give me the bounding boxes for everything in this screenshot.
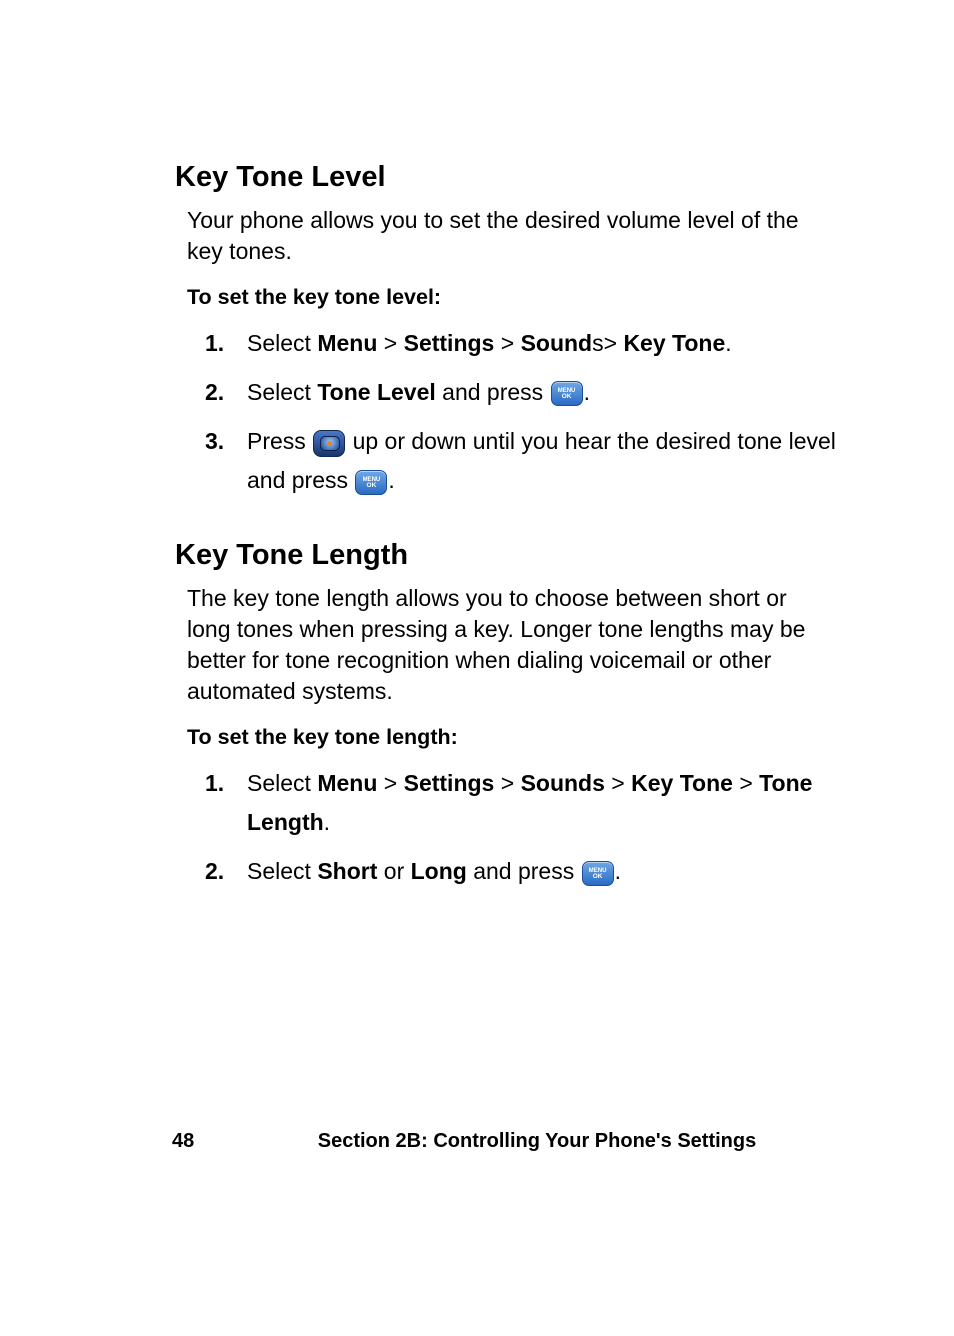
step-number: 1. [205,764,224,803]
intro-key-tone-length: The key tone length allows you to choose… [187,583,827,707]
step-3: 3. Press up or down until you hear the d… [205,422,844,500]
step-number: 2. [205,852,224,891]
sep: > [377,770,403,796]
subhead-set-length: To set the key tone length: [187,725,844,750]
period: . [324,809,330,835]
mid: and press [467,858,581,884]
step-1: 1. Select Menu > Settings > Sounds > Key… [205,764,844,842]
keytone-label: Key Tone [631,770,733,796]
sep: > [494,770,520,796]
short-label: Short [317,858,377,884]
sounds-label: Sounds [521,770,605,796]
sep: > [377,330,403,356]
section-title: Section 2B: Controlling Your Phone's Set… [0,1130,954,1153]
period: . [584,379,590,405]
menu-ok-key-icon [355,470,387,495]
step-text: Select [247,379,317,405]
menu-label: Menu [317,770,377,796]
settings-label: Settings [404,330,495,356]
period: . [388,467,394,493]
step-2: 2. Select Tone Level and press . [205,373,844,412]
step-text: Press [247,428,312,454]
step-text: Select [247,858,317,884]
period: . [615,858,621,884]
steps-key-tone-level: 1. Select Menu > Settings > Sounds> Key … [205,324,844,500]
sep: > [733,770,759,796]
step-1: 1. Select Menu > Settings > Sounds> Key … [205,324,844,363]
period: . [725,330,731,356]
intro-key-tone-level: Your phone allows you to set the desired… [187,205,827,267]
menu-label: Menu [317,330,377,356]
subhead-set-level: To set the key tone level: [187,285,844,310]
steps-key-tone-length: 1. Select Menu > Settings > Sounds > Key… [205,764,844,891]
nav-key-icon [313,430,345,457]
step-number: 1. [205,324,224,363]
tail: s> [592,330,623,356]
step-2: 2. Select Short or Long and press . [205,852,844,891]
long-label: Long [411,858,467,884]
mid: or [377,858,410,884]
page: Key Tone Level Your phone allows you to … [0,0,954,1336]
settings-label: Settings [404,770,495,796]
step-text: Select [247,770,317,796]
step-number: 2. [205,373,224,412]
heading-key-tone-level: Key Tone Level [175,160,844,195]
sep: > [494,330,520,356]
mid: and press [436,379,550,405]
sep: > [605,770,631,796]
sound-label: Sound [521,330,593,356]
tone-level-label: Tone Level [317,379,435,405]
menu-ok-key-icon [551,381,583,406]
step-text: Select [247,330,317,356]
step-number: 3. [205,422,224,461]
menu-ok-key-icon [582,861,614,886]
keytone-label: Key Tone [623,330,725,356]
heading-key-tone-length: Key Tone Length [175,538,844,573]
